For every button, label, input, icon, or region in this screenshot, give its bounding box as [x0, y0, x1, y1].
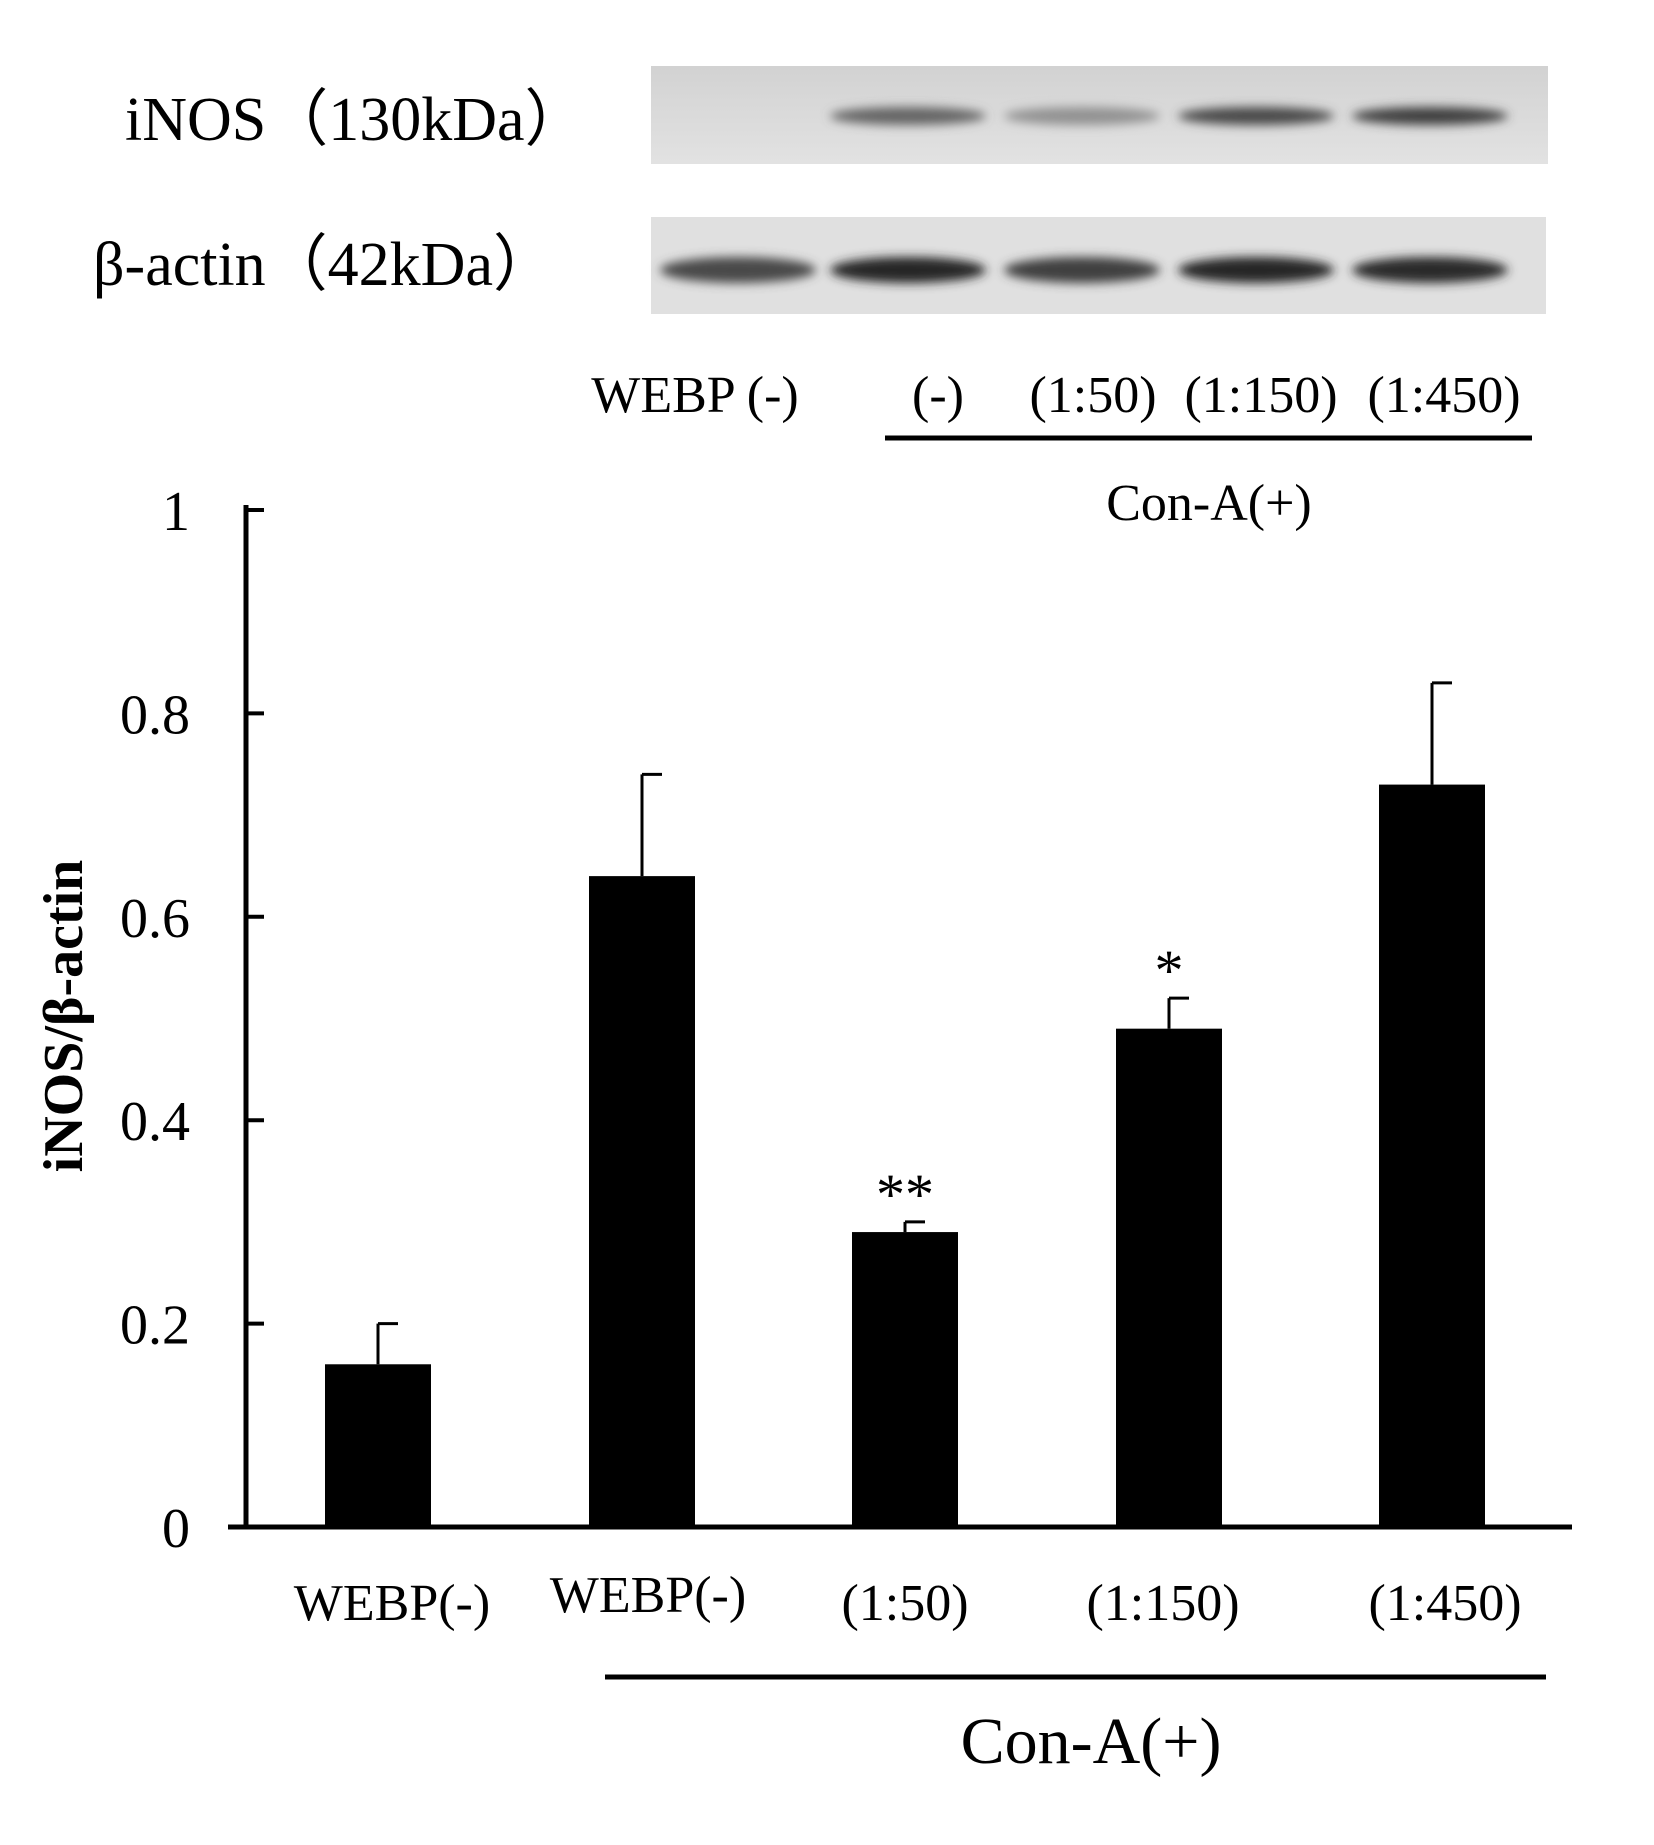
bar — [1379, 784, 1485, 1527]
blot-band — [1352, 257, 1508, 283]
blot-band — [1178, 257, 1334, 283]
blot-band — [830, 107, 986, 125]
blot-lane-labels: WEBP (-) (-) (1:50) (1:150) (1:450) — [591, 367, 1520, 424]
x-tick-label: WEBP(-) — [550, 1567, 746, 1624]
blot-band — [830, 257, 986, 283]
blot-band — [1004, 107, 1160, 125]
blot-lane-label: (1:150) — [1184, 367, 1337, 424]
blot-lane-label: WEBP (-) — [591, 367, 798, 424]
blot-bands — [660, 107, 1508, 283]
bar — [589, 876, 695, 1527]
bar-chart: 00.20.40.60.81 iNOS/β-actin *** WEBP(-) W… — [33, 481, 1572, 1778]
blot-band — [1178, 107, 1334, 125]
significance-marker: * — [1155, 938, 1184, 1003]
x-tick-label: (1:150) — [1086, 1575, 1239, 1632]
y-tick-label: 0.4 — [120, 1091, 190, 1153]
y-axis-ticks: 0 0.2 0.4 0.6 0.8 1 — [120, 481, 264, 1560]
y-axis-label: iNOS/β-actin — [33, 860, 95, 1173]
blot-band — [1004, 257, 1160, 283]
x-tick-label: WEBP(-) — [294, 1575, 490, 1632]
significance-marker: ** — [876, 1162, 934, 1227]
blot-lane-label: (1:50) — [1029, 367, 1156, 424]
y-tick-label: 1 — [162, 481, 190, 543]
blot-band — [660, 257, 816, 283]
x-tick-label: (1:50) — [841, 1575, 968, 1632]
blot-lane-label: (1:450) — [1367, 367, 1520, 424]
blot-lane-label: (-) — [912, 367, 964, 424]
bar — [1116, 1028, 1222, 1527]
x-tick-label: (1:450) — [1368, 1575, 1521, 1632]
bars: *** — [325, 681, 1485, 1527]
bar — [325, 1364, 431, 1527]
x-tick-labels: WEBP(-) WEBP(-) (1:50) (1:150) (1:450) — [294, 1567, 1522, 1632]
y-tick-label: 0.2 — [120, 1295, 190, 1357]
blot-row-label-inos: iNOS（130kDa） — [125, 86, 587, 154]
y-tick-label: 0.8 — [120, 684, 190, 746]
blot-band — [1352, 107, 1508, 125]
y-tick-label: 0.6 — [120, 888, 190, 950]
chart-group-label: Con-A(+) — [961, 1705, 1222, 1778]
blot-group-label: Con-A(+) — [1106, 475, 1312, 532]
blot-row-label-actin: β-actin（42kDa） — [93, 231, 555, 299]
bar — [852, 1232, 958, 1527]
western-blot-panel: iNOS（130kDa） β-actin（42kDa） WEBP (-) (-) (… — [93, 66, 1548, 532]
y-tick-label: 0 — [162, 1498, 190, 1560]
